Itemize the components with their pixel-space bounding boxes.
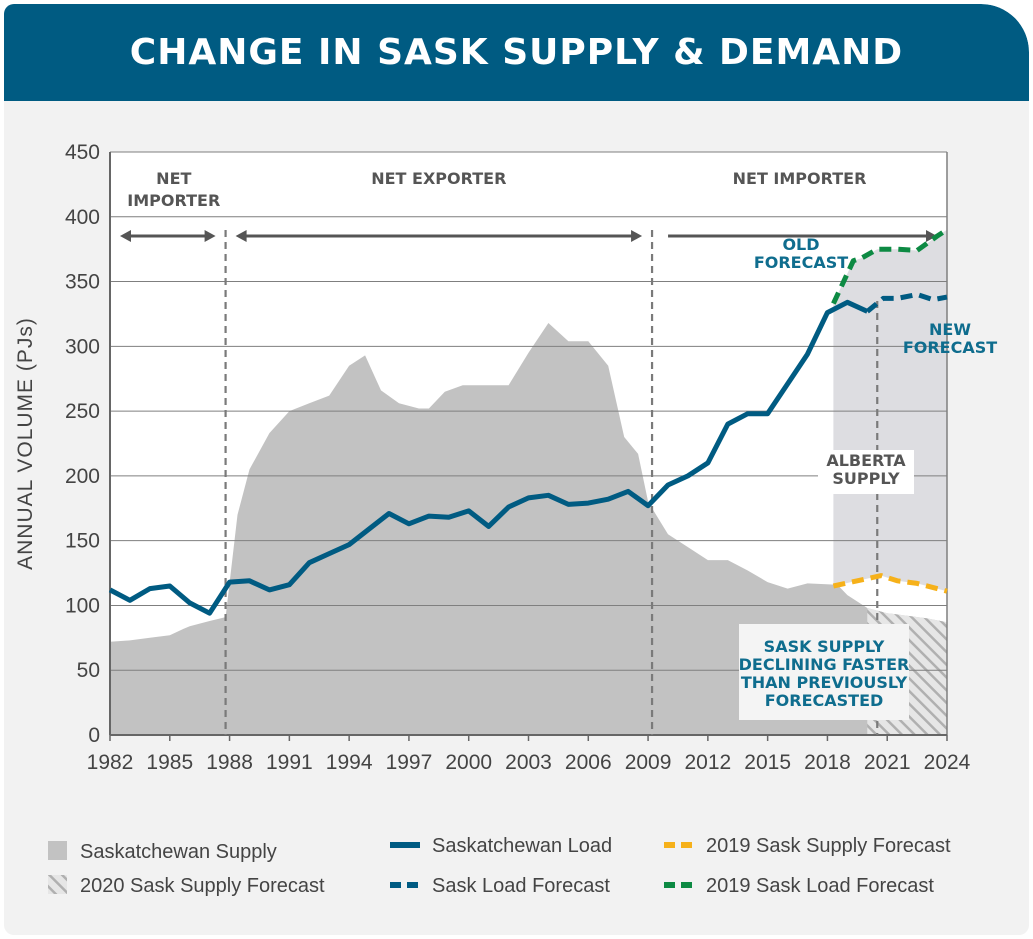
annotation-alberta-supply: ALBERTA [826,451,906,470]
legend-label: 2019 Sask Supply Forecast [706,835,951,857]
region-arrow [235,230,643,242]
annotation-box [739,624,909,720]
region-arrow [120,230,216,242]
legend-swatch [48,841,67,860]
annotation-sask-supply-note: THAN PREVIOUSLY [741,673,908,692]
annotation-alberta-supply: SUPPLY [832,469,900,488]
legend-item: 2019 Sask Load Forecast [664,875,934,897]
x-tick-label: 2015 [744,751,791,774]
x-tick-label: 2021 [864,751,911,774]
annotation-sask-supply-note: FORECASTED [765,691,884,710]
y-tick-label: 300 [65,335,100,358]
legend-label: Saskatchewan Load [432,835,612,857]
title-banner: CHANGE IN SASK SUPPLY & DEMAND [4,4,1029,101]
chart-card: CHANGE IN SASK SUPPLY & DEMAND 0 50 100 150… [4,4,1029,935]
region-label: NET [156,169,191,188]
legend-item: 2020 Sask Supply Forecast [48,875,325,897]
legend-label: 2019 Sask Load Forecast [706,875,934,897]
region-label: IMPORTER [127,191,220,210]
legend-item: 2019 Sask Supply Forecast [664,835,951,857]
sask-load-forecast-line [865,292,948,314]
y-tick-label: 0 [88,724,100,747]
x-tick-label: 2012 [684,751,731,774]
y-tick-label: 100 [65,594,100,617]
annotation-old-forecast: FORECAST [754,253,848,272]
x-tick-label: 1994 [326,751,373,774]
x-tick-label: 2009 [625,751,672,774]
annotation-sask-supply-note: DECLINING FASTER [739,655,910,674]
x-tick-label: 2018 [804,751,851,774]
region-label: NET IMPORTER [733,169,867,188]
legend-label: 2020 Sask Supply Forecast [80,875,325,897]
legend-label: Sask Load Forecast [432,875,610,897]
y-tick-label: 400 [65,206,100,229]
supply-area [110,323,947,735]
chart-canvas: 0 50 100 150 200 250 300 350 400 450 1982 1985 1988 1… [14,141,997,897]
alberta-supply-band [833,229,947,592]
region-arrow-left-head [235,230,247,242]
y-tick-label: 150 [65,530,100,553]
annotation-bg [818,450,914,494]
annotation-new-forecast: NEW [929,320,971,339]
annotation-new-forecast: FORECAST [903,338,997,357]
y-tick-label: 200 [65,465,100,488]
legend-label: Saskatchewan Supply [80,841,277,863]
x-tick-label: 1991 [266,751,313,774]
x-tick-label: 2024 [924,751,971,774]
legend-swatch [48,875,67,894]
x-tick-label: 1997 [386,751,433,774]
y-tick-label: 450 [65,141,100,164]
x-tick-label: 2003 [505,751,552,774]
annotation-sask-supply-note: SASK SUPPLY [764,637,885,656]
y-axis-label: ANNUAL VOLUME (PJs) [14,317,37,570]
sask-supply-forecast-2019-line [832,573,948,594]
x-tick-label: 1988 [206,751,253,774]
x-tick-label: 1982 [87,751,134,774]
sask-load-forecast-2019-line [831,227,949,305]
legend-item: Sask Load Forecast [390,875,610,897]
legend-item: Saskatchewan Load [390,835,612,857]
x-tick-label: 1985 [146,751,193,774]
x-tick-label: 2006 [565,751,612,774]
region-arrow-right-head [926,230,937,242]
saskatchewan-load-line [108,299,869,616]
y-tick-label: 350 [65,271,100,294]
chart-title: CHANGE IN SASK SUPPLY & DEMAND [129,32,904,73]
y-tick-label: 50 [77,659,100,682]
region-arrow-right-head [204,230,216,242]
x-tick-label: 2000 [445,751,492,774]
annotation-old-forecast: OLD [782,235,819,254]
region-arrow-left-head [120,230,131,242]
legend-item: Saskatchewan Supply [48,841,277,863]
region-arrow [668,230,937,242]
region-label: NET EXPORTER [371,169,506,188]
y-tick-label: 250 [65,400,100,423]
region-arrow-right-head [631,230,643,242]
